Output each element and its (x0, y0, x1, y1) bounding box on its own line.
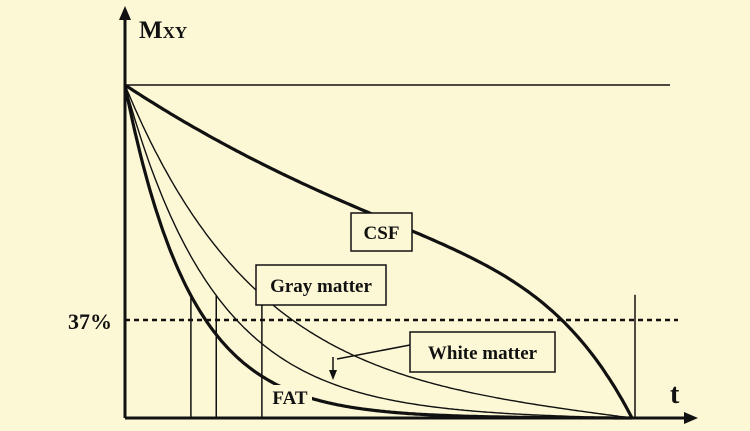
tau-marker-lines (190, 294, 636, 418)
white-matter-pointer-arrow (329, 370, 337, 380)
white-matter-label-box (409, 331, 556, 373)
white-matter-label: White matter (428, 343, 538, 364)
y-axis-arrow (119, 6, 131, 20)
fat-label: FAT (272, 388, 308, 409)
gray-matter-label: Gray matter (270, 276, 372, 297)
y-axis-label-sub: XY (163, 23, 188, 42)
curve-white-matter (124, 84, 633, 419)
y-axis-label: MXY (139, 17, 187, 44)
x-axis-label: t (670, 379, 680, 410)
curve-gray-matter (124, 84, 633, 419)
fat-label-bg (268, 385, 312, 409)
x-axis-arrow (684, 412, 698, 424)
reference-label-37: 37% (68, 309, 112, 334)
csf-label-box (350, 212, 413, 252)
curve-fat (123, 84, 632, 420)
gray-matter-label-box (255, 264, 387, 306)
white-matter-pointer (336, 344, 411, 360)
y-axis-label-main: M (139, 17, 163, 44)
csf-label: CSF (364, 223, 400, 244)
